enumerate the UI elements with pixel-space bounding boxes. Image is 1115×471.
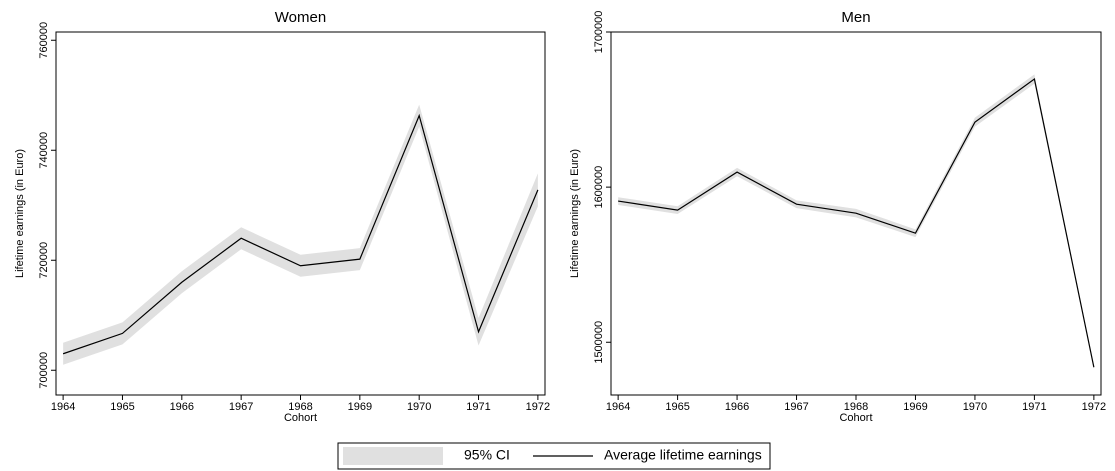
legend-label: Average lifetime earnings bbox=[604, 447, 762, 463]
x-tick-label: 1965 bbox=[665, 401, 689, 413]
x-tick-label: 1972 bbox=[526, 401, 550, 413]
x-tick-label: 1969 bbox=[903, 401, 927, 413]
chart-title: Men bbox=[841, 9, 870, 26]
y-tick-label: 1600000 bbox=[593, 166, 605, 209]
x-tick-label: 1971 bbox=[1022, 401, 1046, 413]
x-tick-label: 1969 bbox=[348, 401, 372, 413]
x-tick-label: 1970 bbox=[963, 401, 987, 413]
x-tick-label: 1967 bbox=[784, 401, 808, 413]
x-tick-label: 1971 bbox=[466, 401, 490, 413]
chart-title: Women bbox=[275, 9, 326, 26]
y-axis-label: Lifetime earnings (in Euro) bbox=[569, 149, 581, 278]
y-axis-label: Lifetime earnings (in Euro) bbox=[14, 149, 26, 278]
ci-band bbox=[618, 74, 1094, 369]
x-tick-label: 1968 bbox=[844, 401, 868, 413]
y-tick-label: 1700000 bbox=[593, 11, 605, 54]
y-tick-label: 720000 bbox=[38, 242, 50, 279]
x-axis-label: Cohort bbox=[839, 412, 872, 424]
line bbox=[62, 113, 539, 355]
y-tick-label: 740000 bbox=[38, 132, 50, 169]
x-tick-label: 1967 bbox=[229, 401, 253, 413]
y-tick-label: 1500000 bbox=[593, 321, 605, 364]
x-tick-label: 1970 bbox=[407, 401, 431, 413]
legend-label: 95% CI bbox=[464, 447, 510, 463]
x-tick-label: 1966 bbox=[170, 401, 194, 413]
x-tick-label: 1972 bbox=[1082, 401, 1106, 413]
x-tick-label: 1964 bbox=[606, 401, 630, 413]
x-tick-label: 1964 bbox=[51, 401, 75, 413]
x-tick-label: 1966 bbox=[725, 401, 749, 413]
x-tick-label: 1965 bbox=[110, 401, 134, 413]
y-tick-label: 700000 bbox=[38, 352, 50, 389]
plot-frame bbox=[55, 31, 546, 396]
y-tick-label: 760000 bbox=[38, 22, 50, 59]
x-axis-label: Cohort bbox=[284, 412, 317, 424]
line bbox=[618, 77, 1095, 368]
x-tick-label: 1968 bbox=[288, 401, 312, 413]
ci-band bbox=[63, 104, 538, 365]
legend-band-swatch bbox=[343, 447, 443, 465]
